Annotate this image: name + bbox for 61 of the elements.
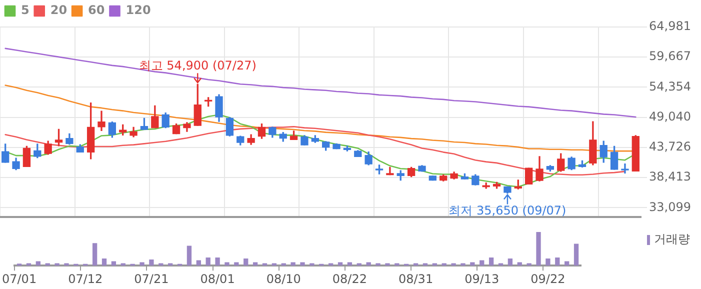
bar <box>206 258 210 266</box>
bar <box>92 243 98 266</box>
bar <box>252 262 258 266</box>
bar <box>196 260 201 266</box>
y-tick-label: 59,667 <box>649 49 691 64</box>
bar <box>310 263 314 266</box>
bar <box>224 262 230 266</box>
bar <box>470 262 475 266</box>
bar <box>564 261 570 266</box>
y-tick-label: 43,726 <box>649 140 691 154</box>
bar <box>536 232 541 266</box>
bar <box>555 258 560 266</box>
bar <box>526 263 532 266</box>
bar <box>54 263 60 266</box>
x-tick-label: 07/01 <box>2 272 37 286</box>
bar <box>338 262 343 266</box>
x-tick-label: 08/31 <box>398 272 434 286</box>
legend-label: 거래량 <box>654 232 690 246</box>
bar <box>300 262 305 266</box>
bar <box>451 263 456 266</box>
bar <box>186 246 192 266</box>
x-tick-label: 08/01 <box>200 272 235 286</box>
bar <box>215 258 220 266</box>
x-tick-label: 08/22 <box>332 272 368 286</box>
bar <box>546 258 550 266</box>
y-tick-label: 64,981 <box>649 19 691 34</box>
bar <box>244 258 248 266</box>
x-tick-label: 09/13 <box>464 272 500 286</box>
bar <box>347 262 352 266</box>
y-tick-label: 49,040 <box>649 109 691 124</box>
bar <box>385 263 390 266</box>
bar <box>234 262 239 266</box>
bar <box>488 258 494 266</box>
bar <box>366 262 371 266</box>
bar <box>460 263 466 266</box>
bar <box>574 244 579 266</box>
bar <box>480 260 484 266</box>
y-tick-label: 38,413 <box>649 170 691 184</box>
bar <box>111 261 116 266</box>
bar <box>376 263 380 266</box>
x-tick-label: 07/12 <box>68 272 103 286</box>
bar <box>149 260 154 266</box>
bar <box>517 262 522 266</box>
legend-label: 60 <box>88 3 105 18</box>
annotation: 최고 54,900 (07/27) <box>138 58 256 72</box>
x-tick-label: 09/22 <box>530 272 566 286</box>
bar <box>508 258 513 266</box>
annotation: 최저 35,650 (09/07) <box>448 203 566 218</box>
y-tick-label: 33,099 <box>649 200 691 214</box>
candlestick <box>621 163 629 174</box>
bar <box>290 262 296 266</box>
legend-label: 20 <box>50 3 68 18</box>
bar <box>102 258 107 266</box>
x-tick-label: 07/21 <box>134 272 169 286</box>
bar <box>64 263 69 266</box>
legend-label: 120 <box>126 3 151 18</box>
y-tick-label: 54,354 <box>649 79 691 94</box>
bar <box>140 262 144 266</box>
legend-label: 5 <box>21 3 30 18</box>
bar <box>36 261 40 266</box>
x-tick-label: 08/10 <box>266 272 301 286</box>
